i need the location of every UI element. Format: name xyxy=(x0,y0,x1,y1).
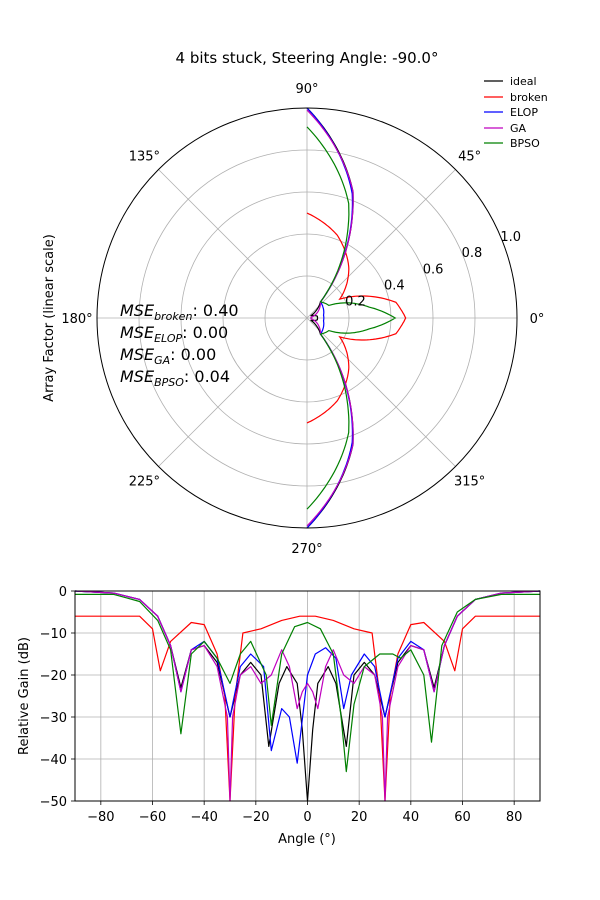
gain-series-broken xyxy=(75,615,540,802)
gain-x-tick-label: 40 xyxy=(403,810,420,825)
gain-y-ticks: 0 −10 −20 −30 −40 −50 xyxy=(40,585,75,810)
gain-x-tick-label: 0 xyxy=(303,810,311,825)
polar-angle-tick-label: 315° xyxy=(454,475,485,490)
gain-x-tick-label: −80 xyxy=(87,810,114,825)
polar-angle-tick-label: 90° xyxy=(295,82,318,97)
polar-angle-tick-label: 135° xyxy=(129,149,160,164)
gain-y-tick-label: −20 xyxy=(40,669,67,684)
mse-elop: MSEELOP: 0.00 xyxy=(120,323,228,345)
gain-y-tick-label: −50 xyxy=(40,795,67,810)
gain-x-tick-label: −60 xyxy=(139,810,166,825)
polar-ylabel: Array Factor (linear scale) xyxy=(42,234,57,402)
polar-radial-tick-label: 0.8 xyxy=(462,246,483,261)
legend-label-ideal: ideal xyxy=(510,75,537,88)
polar-series-ga xyxy=(306,109,354,527)
polar-outer-frame xyxy=(96,107,518,529)
polar-radial-tick-label: 0.6 xyxy=(423,262,444,277)
mse-bpso: MSEBPSO: 0.04 xyxy=(120,367,230,389)
polar-angle-tick-label: 270° xyxy=(291,542,322,557)
gain-y-tick-label: −30 xyxy=(40,711,67,726)
polar-radial-labels: 0.2 0.4 0.6 0.8 1.0 xyxy=(345,230,521,309)
polar-grid-spoke xyxy=(306,317,456,467)
gain-y-tick-label: −40 xyxy=(40,753,67,768)
mse-annotation: MSEbroken: 0.40 MSEELOP: 0.00 MSEGA: 0.0… xyxy=(120,301,239,389)
polar-angle-tick-label: 0° xyxy=(530,312,545,327)
polar-angle-labels: 0° 45° 90° 135° 180° 225° 270° 315° xyxy=(61,82,544,557)
polar-radial-tick-label: 0.2 xyxy=(345,294,366,309)
legend-label-bpso: BPSO xyxy=(510,137,540,150)
polar-grid-spoke xyxy=(158,169,308,319)
gain-x-tick-label: −40 xyxy=(190,810,217,825)
gain-ylabel: Relative Gain (dB) xyxy=(17,637,32,755)
mse-ga: MSEGA: 0.00 xyxy=(120,345,216,367)
polar-grid-spoke xyxy=(306,169,456,319)
gain-x-tick-label: 80 xyxy=(506,810,523,825)
legend-label-broken: broken xyxy=(510,91,548,104)
mse-broken: MSEbroken: 0.40 xyxy=(120,301,239,323)
gain-x-tick-label: 20 xyxy=(351,810,368,825)
polar-angle-tick-label: 225° xyxy=(129,475,160,490)
gain-series-ga xyxy=(74,590,541,802)
polar-radial-tick-label: 1.0 xyxy=(500,230,521,245)
legend-label-elop: ELOP xyxy=(510,106,538,119)
polar-radial-tick-label: 0.4 xyxy=(384,278,405,293)
polar-angle-tick-label: 180° xyxy=(61,312,92,327)
gain-x-tick-label: 60 xyxy=(454,810,471,825)
polar-grid-spoke xyxy=(158,317,308,467)
polar-angle-tick-label: 45° xyxy=(458,149,481,164)
gain-y-tick-label: 0 xyxy=(59,585,67,600)
gain-chart: −80 −60 −40 −20 0 20 40 60 80 0 −10 −20 −30 −40 −50 A… xyxy=(17,585,541,847)
gain-x-tick-label: −20 xyxy=(242,810,269,825)
legend-label-ga: GA xyxy=(510,122,527,135)
polar-series-bpso xyxy=(306,126,397,510)
polar-grid xyxy=(97,108,517,528)
gain-xlabel: Angle (°) xyxy=(278,832,336,847)
gain-x-ticks: −80 −60 −40 −20 0 20 40 60 80 xyxy=(87,801,522,825)
gain-y-tick-label: −10 xyxy=(40,627,67,642)
chart-title: 4 bits stuck, Steering Angle: -90.0° xyxy=(176,49,439,67)
polar-series xyxy=(306,107,407,529)
polar-chart: 0°45°90°135°180°225°270°315° 0.20.40.60.… xyxy=(42,82,544,557)
legend: ideal broken ELOP GA BPSO xyxy=(484,75,548,150)
gain-series-bpso xyxy=(75,593,540,773)
